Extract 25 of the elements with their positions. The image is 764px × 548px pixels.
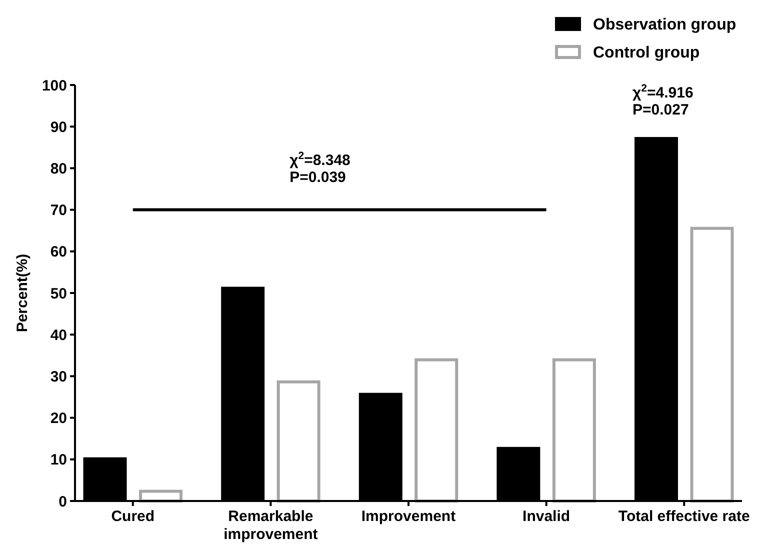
legend-label: Observation group <box>593 16 736 34</box>
y-tick-label: 10 <box>50 452 67 469</box>
bar <box>690 226 734 502</box>
bar <box>552 358 596 502</box>
y-tick-label: 70 <box>50 202 67 220</box>
y-tick-label: 60 <box>50 244 67 261</box>
y-tick-label: 30 <box>50 368 67 386</box>
bar <box>276 380 320 502</box>
y-axis-title: Percent(%) <box>14 254 31 332</box>
y-tick-label: 50 <box>50 285 67 302</box>
y-tick-label: 80 <box>50 160 67 178</box>
annotation: χ$^{2}$=4.916 P=0.027 <box>632 82 694 118</box>
annotation: χ$^{2}$=8.348 P=0.039 <box>290 150 350 186</box>
bar <box>414 358 458 502</box>
y-tick-label: 90 <box>50 118 67 136</box>
y-tick-label: 40 <box>50 326 67 344</box>
y-tick-label: 20 <box>50 410 67 428</box>
legend-label: Control group <box>593 44 700 62</box>
x-tick-label: Total effective rate <box>618 508 750 525</box>
x-tick-label: Remarkable improvement <box>224 508 318 543</box>
x-tick-label: Invalid <box>522 508 570 525</box>
y-tick-label: 0 <box>58 493 67 510</box>
y-tick-label: 100 <box>42 77 67 94</box>
x-tick-label: Improvement <box>361 508 456 525</box>
x-tick-label: Cured <box>111 508 155 525</box>
